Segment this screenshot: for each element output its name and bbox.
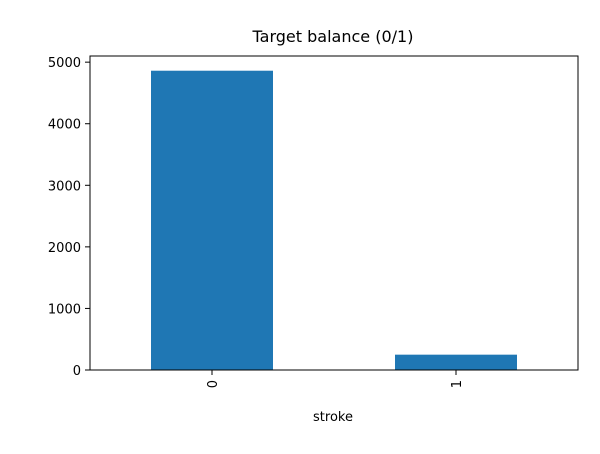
y-tick-label: 3000: [48, 179, 81, 194]
chart-title: Target balance (0/1): [252, 27, 414, 46]
x-axis-label: stroke: [313, 410, 353, 425]
plot-frame: [89, 55, 579, 371]
y-tick-label: 1000: [48, 302, 81, 317]
y-tick-label: 0: [73, 364, 81, 379]
bar-0: [151, 70, 273, 370]
bars-layer: [151, 70, 517, 370]
x-tick-label: 0: [206, 380, 221, 388]
bar-1: [395, 354, 517, 370]
y-axis-ticks: 0 1000 2000 3000 4000 5000: [48, 56, 90, 379]
y-tick-label: 2000: [48, 241, 81, 256]
y-tick-label: 5000: [48, 56, 81, 71]
y-tick-label: 4000: [48, 118, 81, 133]
x-tick-label: 1: [450, 380, 465, 388]
